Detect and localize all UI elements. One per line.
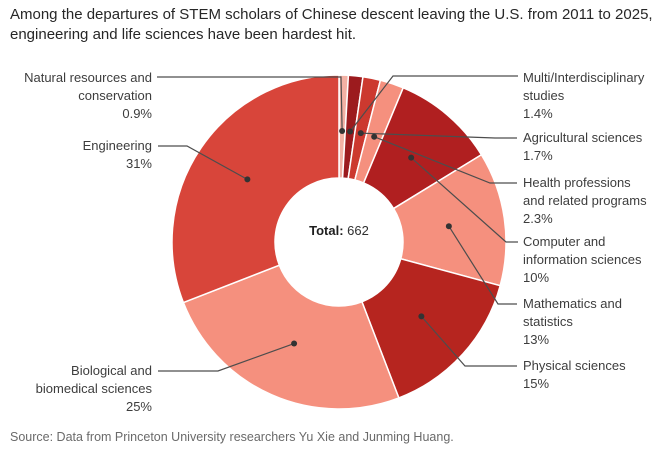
source-attribution: Source: Data from Princeton University r…	[10, 430, 454, 444]
callout-label: Agricultural sciences	[523, 130, 643, 145]
callout-label: Engineering	[82, 138, 152, 153]
leader-line	[158, 145, 248, 180]
pie-slice-biological-and-biomedical-sciences	[182, 264, 400, 410]
callout-value: 13%	[523, 332, 550, 347]
callout-label: statistics	[523, 314, 573, 329]
total-label: Total:	[309, 223, 344, 238]
leader-dot	[244, 176, 251, 183]
leader-dot	[357, 130, 364, 137]
callout-computer-sciences: Computer and information sciences 10%	[523, 233, 668, 287]
leader-line	[157, 76, 343, 132]
callout-mathematics: Mathematics and statistics 13%	[523, 295, 668, 349]
pie-slice-engineering	[171, 74, 340, 304]
callout-multi-interdisciplinary: Multi/Interdisciplinary studies 1.4%	[523, 69, 668, 123]
callout-physical-sciences: Physical sciences 15%	[523, 357, 668, 393]
pie-slice-physical-sciences	[360, 257, 502, 399]
callout-engineering: Engineering 31%	[0, 137, 152, 173]
callout-agricultural: Agricultural sciences 1.7%	[523, 129, 668, 165]
callout-value: 1.7%	[523, 148, 553, 163]
callout-label: Mathematics and	[523, 296, 622, 311]
callout-label: Physical sciences	[523, 358, 626, 373]
leader-line	[410, 157, 518, 243]
leader-dot	[291, 340, 298, 347]
donut-center-total: Total: 662	[279, 221, 399, 241]
callout-label: Biological and	[71, 363, 152, 378]
callout-label: Natural resources and	[24, 70, 152, 85]
leader-line	[349, 75, 518, 132]
callout-label: Multi/Interdisciplinary	[523, 70, 645, 85]
callout-value: 15%	[523, 376, 550, 391]
chart-title: Among the departures of STEM scholars of…	[10, 6, 653, 43]
leader-dot	[445, 223, 452, 230]
callout-biological: Biological and biomedical sciences 25%	[0, 362, 152, 416]
leader-dot	[347, 128, 354, 135]
callout-label: Computer and	[523, 234, 606, 249]
callout-label: conservation	[78, 88, 152, 103]
leader-line	[420, 315, 517, 367]
callout-label: information sciences	[523, 252, 642, 267]
leader-line	[373, 136, 517, 184]
leader-line	[360, 132, 517, 139]
total-value: 662	[347, 223, 369, 238]
callout-value: 25%	[125, 399, 152, 414]
callout-label: and related programs	[523, 193, 647, 208]
leader-dot	[371, 133, 378, 140]
callout-health-professions: Health professions and related programs …	[523, 174, 668, 228]
leader-dot	[339, 128, 346, 135]
callout-value: 0.9%	[122, 106, 152, 121]
leader-line	[158, 342, 295, 372]
callout-label: biomedical sciences	[35, 381, 152, 396]
callout-value: 1.4%	[523, 106, 553, 121]
callout-label: studies	[523, 88, 565, 103]
callout-value: 10%	[523, 270, 550, 285]
leader-dot	[408, 154, 415, 161]
callout-natural-resources: Natural resources and conservation 0.9%	[0, 69, 152, 123]
leader-dot	[418, 313, 425, 320]
leader-line	[448, 225, 517, 305]
callout-value: 31%	[125, 156, 152, 171]
callout-value: 2.3%	[523, 211, 553, 226]
callout-label: Health professions	[523, 175, 631, 190]
pie-slice-mathematics-and-statistics	[392, 153, 507, 287]
